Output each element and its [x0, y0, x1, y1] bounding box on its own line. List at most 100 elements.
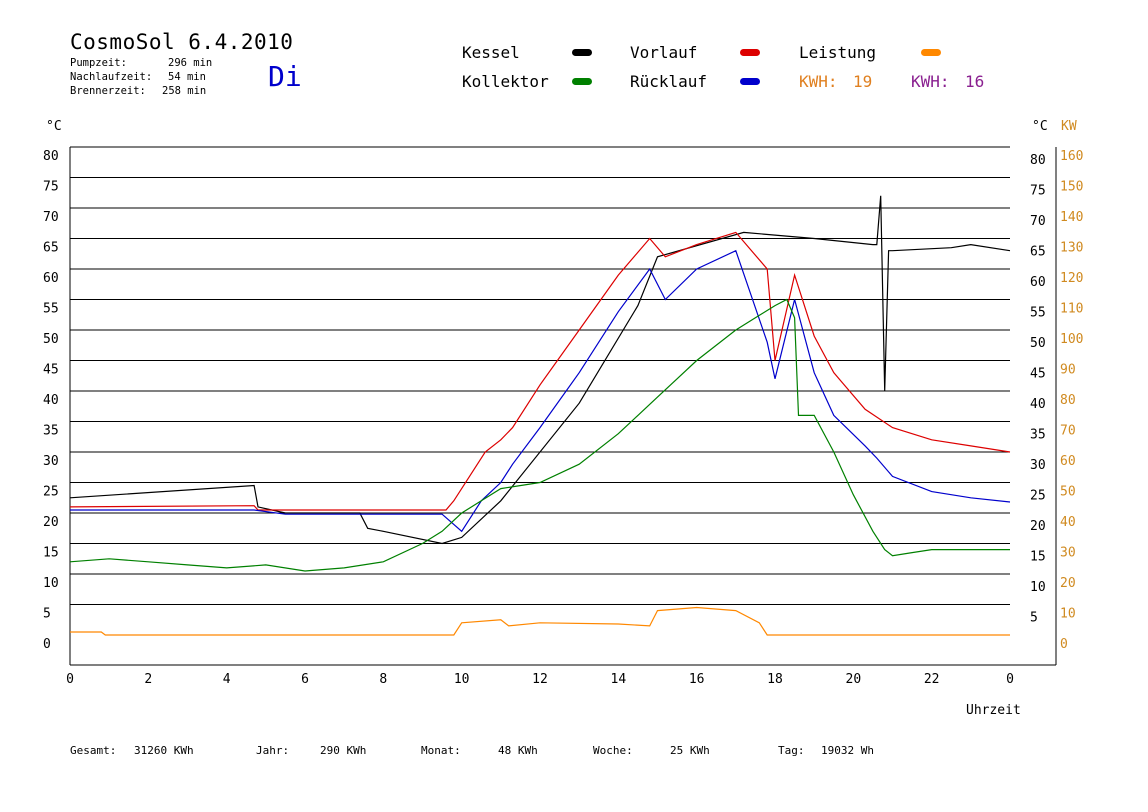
y2-tick-label: 80	[1060, 393, 1076, 408]
footer-value-tag: 19032 Wh	[821, 744, 874, 757]
kwh-label-solar: KWH:	[911, 72, 950, 91]
x-tick-label: 0	[1006, 672, 1014, 687]
kwh-label-leistung: KWH:	[799, 72, 838, 91]
legend-label-leistung: Leistung	[799, 43, 877, 62]
footer-label-gesamt: Gesamt:	[70, 744, 117, 757]
legend-swatch-ruecklauf	[740, 78, 760, 85]
y-tick-label-left: 45	[43, 363, 59, 378]
page-title: CosmoSol 6.4.2010	[70, 30, 294, 54]
y-tick-label-right: 75	[1030, 184, 1046, 199]
y-axis-unit-right: °C	[1032, 119, 1048, 134]
x-tick-label: 4	[223, 672, 231, 687]
legend-swatch-vorlauf	[740, 49, 760, 56]
y-tick-label-left: 60	[43, 271, 59, 286]
y2-tick-label: 160	[1060, 149, 1083, 164]
y-tick-label-left: 50	[43, 332, 59, 347]
legend-label-ruecklauf: Rücklauf	[630, 72, 708, 91]
y-tick-label-right: 25	[1030, 489, 1046, 504]
y-tick-label-left: 5	[43, 607, 51, 622]
legend-label-kessel: Kessel	[462, 43, 520, 62]
x-tick-label: 12	[532, 672, 548, 687]
y-tick-label-right: 60	[1030, 275, 1046, 290]
y-tick-label-left: 55	[43, 302, 59, 317]
y2-tick-label: 10	[1060, 607, 1076, 622]
y-tick-label-left: 75	[43, 180, 59, 195]
y-tick-label-left: 40	[43, 393, 59, 408]
stat-value-pumpzeit: 296 min	[168, 57, 213, 69]
y-tick-label-left: 30	[43, 454, 59, 469]
series-line-rücklauf	[70, 249, 1011, 533]
legend-label-kollektor: Kollektor	[462, 72, 549, 91]
footer-label-woche: Woche:	[593, 744, 633, 757]
y-tick-label-right: 40	[1030, 397, 1046, 412]
y-tick-label-left: 65	[43, 241, 59, 256]
y-tick-label-left: 80	[43, 149, 59, 164]
y-tick-label-right: 5	[1030, 611, 1038, 626]
y-tick-label-left: 0	[43, 637, 51, 652]
kwh-value-solar: 16	[965, 72, 985, 91]
footer-label-monat: Monat:	[421, 744, 461, 757]
y-tick-label-right: 80	[1030, 153, 1046, 168]
x-tick-label: 8	[379, 672, 387, 687]
stat-label-nachlaufzeit: Nachlaufzeit:	[70, 71, 153, 83]
y-tick-label-right: 20	[1030, 519, 1046, 534]
y-tick-label-right: 10	[1030, 580, 1046, 595]
y2-tick-label: 90	[1060, 363, 1076, 378]
legend-swatch-kessel	[572, 49, 592, 56]
stat-value-nachlaufzeit: 54 min	[168, 71, 206, 83]
y2-tick-label: 0	[1060, 637, 1068, 652]
y2-tick-label: 50	[1060, 485, 1076, 500]
y2-tick-label: 20	[1060, 576, 1076, 591]
series-line-kessel	[69, 195, 1011, 545]
stat-label-brennerzeit: Brennerzeit:	[70, 85, 146, 97]
x-tick-label: 10	[454, 672, 470, 687]
weekday-label: Di	[268, 60, 302, 93]
footer-label-tag: Tag:	[778, 744, 805, 757]
y-tick-label-right: 50	[1030, 336, 1046, 351]
y-tick-label-left: 10	[43, 576, 59, 591]
x-tick-label: 20	[846, 672, 862, 687]
series-line-vorlauf	[69, 231, 1011, 511]
legend-swatch-leistung	[921, 49, 941, 56]
kwh-value-leistung: 19	[853, 72, 873, 91]
x-tick-label: 14	[611, 672, 627, 687]
y-tick-label-left: 35	[43, 424, 59, 439]
y-tick-label-left: 70	[43, 210, 59, 225]
y2-tick-label: 130	[1060, 241, 1083, 256]
y-tick-label-left: 15	[43, 546, 59, 561]
series-line-leistung	[70, 606, 1010, 636]
legend-swatch-kollektor	[572, 78, 592, 85]
y2-tick-label: 120	[1060, 271, 1083, 286]
y2-tick-label: 100	[1060, 332, 1083, 347]
y-tick-label-right: 55	[1030, 306, 1046, 321]
y-tick-label-right: 45	[1030, 367, 1046, 382]
x-axis-label: Uhrzeit	[966, 703, 1021, 718]
footer-value-jahr: 290 KWh	[320, 744, 367, 757]
y2-axis-unit: KW	[1061, 119, 1077, 134]
series-line-kollektor	[69, 298, 1010, 572]
x-tick-label: 0	[66, 672, 74, 687]
x-tick-label: 6	[301, 672, 309, 687]
y-axis-unit-left: °C	[46, 119, 62, 134]
y2-tick-label: 140	[1060, 210, 1083, 225]
y-tick-label-left: 20	[43, 515, 59, 530]
y-tick-label-right: 65	[1030, 245, 1046, 260]
x-tick-label: 22	[924, 672, 940, 687]
x-tick-label: 18	[767, 672, 783, 687]
y-tick-label-right: 35	[1030, 428, 1046, 443]
footer-value-woche: 25 KWh	[670, 744, 710, 757]
footer-label-jahr: Jahr:	[256, 744, 290, 757]
y2-tick-label: 30	[1060, 546, 1076, 561]
y2-tick-label: 60	[1060, 454, 1076, 469]
legend-label-vorlauf: Vorlauf	[630, 43, 698, 62]
y2-tick-label: 110	[1060, 302, 1083, 317]
x-tick-label: 16	[689, 672, 705, 687]
y-tick-label-right: 70	[1030, 214, 1046, 229]
x-tick-label: 2	[144, 672, 152, 687]
stat-value-brennerzeit: 258 min	[162, 85, 207, 97]
footer-value-monat: 48 KWh	[498, 744, 538, 757]
y2-tick-label: 70	[1060, 424, 1076, 439]
y2-tick-label: 40	[1060, 515, 1076, 530]
y-tick-label-left: 25	[43, 485, 59, 500]
